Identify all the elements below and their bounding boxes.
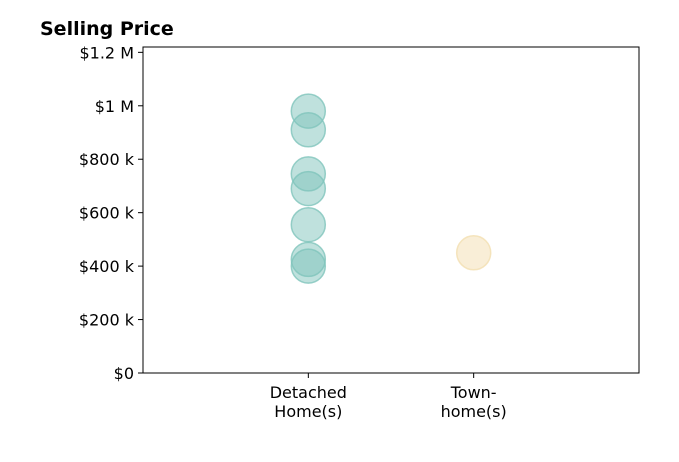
- y-axis: $0 $200 k $400 k $600 k $800 k $1 M $1.2 M: [79, 43, 143, 383]
- y-tick-label: $600 k: [79, 204, 135, 223]
- y-tick-label: $1 M: [95, 97, 134, 116]
- x-tick-label: home(s): [441, 402, 507, 421]
- data-point: [290, 170, 327, 207]
- data-point: [290, 112, 327, 148]
- x-tick-label: Detached: [270, 383, 347, 402]
- y-tick-label: $400 k: [79, 257, 135, 276]
- points-layer: [290, 93, 492, 284]
- plot-frame: [142, 46, 640, 374]
- y-tick-label: $200 k: [79, 311, 135, 330]
- y-tick-label: $0: [114, 364, 134, 383]
- x-tick-label: Town-: [450, 383, 497, 402]
- y-tick-label: $1.2 M: [79, 43, 134, 62]
- chart-title: Selling Price: [40, 18, 174, 40]
- y-tick-label: $800 k: [79, 150, 135, 169]
- data-point: [455, 235, 492, 271]
- data-point: [290, 206, 327, 243]
- x-tick-label: Home(s): [274, 402, 342, 421]
- data-point: [290, 248, 327, 284]
